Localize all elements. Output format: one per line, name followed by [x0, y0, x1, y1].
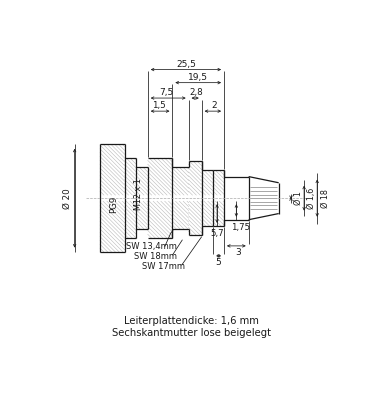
Text: Ø 18: Ø 18: [321, 189, 330, 208]
Text: 25,5: 25,5: [176, 60, 196, 69]
Text: Ø 1: Ø 1: [294, 191, 303, 205]
Text: 2: 2: [212, 101, 217, 110]
Text: 2,8: 2,8: [189, 88, 203, 97]
Text: SW 13,4mm: SW 13,4mm: [126, 242, 177, 251]
Text: 1,75: 1,75: [231, 223, 250, 232]
Text: M12 x 1: M12 x 1: [134, 178, 143, 210]
Text: 5: 5: [216, 258, 221, 266]
Text: SW 18mm: SW 18mm: [134, 252, 177, 261]
Text: 1,5: 1,5: [152, 101, 165, 110]
Text: 19,5: 19,5: [188, 73, 208, 82]
Text: PG9: PG9: [108, 196, 118, 213]
Text: SW 17mm: SW 17mm: [142, 262, 185, 271]
Text: 7,5: 7,5: [160, 88, 174, 97]
Text: Leiterplattendicke: 1,6 mm: Leiterplattendicke: 1,6 mm: [124, 316, 259, 326]
Text: 3: 3: [235, 248, 241, 256]
Text: Ø 20: Ø 20: [62, 188, 71, 208]
Text: Ø 1,6: Ø 1,6: [307, 188, 316, 209]
Text: 5,7: 5,7: [210, 229, 224, 238]
Text: Sechskantmutter lose beigelegt: Sechskantmutter lose beigelegt: [112, 328, 271, 338]
